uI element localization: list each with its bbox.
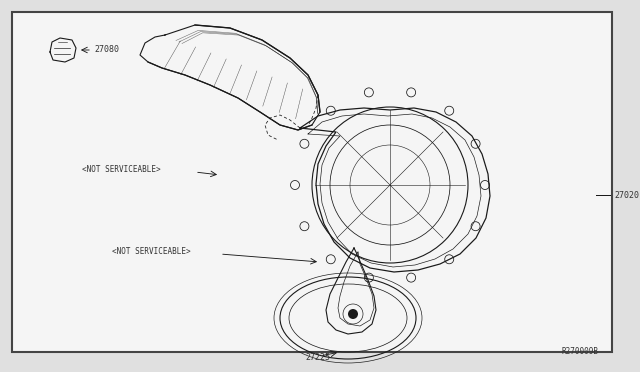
Circle shape <box>471 222 480 231</box>
Circle shape <box>348 309 358 319</box>
Text: 27225: 27225 <box>305 353 330 362</box>
Text: 27080: 27080 <box>94 45 119 55</box>
Circle shape <box>364 273 373 282</box>
Circle shape <box>471 139 480 148</box>
Circle shape <box>364 88 373 97</box>
Circle shape <box>326 106 335 115</box>
Circle shape <box>445 106 454 115</box>
Circle shape <box>406 273 415 282</box>
Text: R270009B: R270009B <box>562 347 599 356</box>
Circle shape <box>481 180 490 189</box>
Text: <NOT SERVICEABLE>: <NOT SERVICEABLE> <box>82 166 161 174</box>
Text: <NOT SERVICEABLE>: <NOT SERVICEABLE> <box>112 247 191 257</box>
Circle shape <box>300 139 309 148</box>
Text: 27020: 27020 <box>614 190 639 199</box>
Circle shape <box>326 255 335 264</box>
Circle shape <box>406 88 415 97</box>
Circle shape <box>291 180 300 189</box>
Circle shape <box>300 222 309 231</box>
Circle shape <box>445 255 454 264</box>
